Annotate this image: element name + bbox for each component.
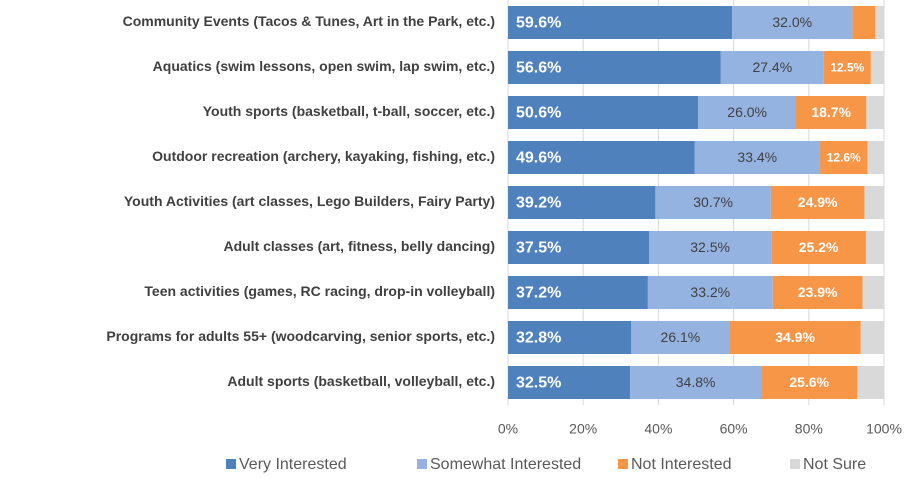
bar-segment bbox=[771, 231, 866, 264]
bar-segment bbox=[875, 6, 884, 39]
legend-swatch bbox=[790, 459, 800, 469]
data-label: 56.6% bbox=[516, 60, 561, 77]
data-label: 34.9% bbox=[775, 329, 815, 345]
bar-segment bbox=[796, 96, 867, 129]
bar-segment bbox=[857, 366, 884, 399]
data-label: 32.5% bbox=[690, 239, 730, 255]
data-label: 39.2% bbox=[516, 195, 561, 212]
x-tick-label: 100% bbox=[866, 421, 902, 437]
data-label: 37.5% bbox=[516, 240, 561, 257]
bar-segment bbox=[508, 366, 631, 399]
bar-segment bbox=[761, 366, 858, 399]
category-label: Programs for adults 55+ (woodcarving, se… bbox=[106, 328, 495, 344]
data-label: 25.2% bbox=[799, 239, 839, 255]
bar-segment bbox=[720, 51, 824, 84]
legend-label: Not Sure bbox=[803, 456, 866, 473]
category-label: Community Events (Tacos & Tunes, Art in … bbox=[123, 13, 495, 29]
bar-segment bbox=[508, 321, 632, 354]
bar-segment bbox=[508, 231, 649, 264]
bar-segment bbox=[508, 276, 648, 309]
data-label: 24.9% bbox=[798, 194, 838, 210]
bar-segment bbox=[772, 276, 863, 309]
data-label: 34.8% bbox=[676, 374, 716, 390]
bar-segment bbox=[860, 321, 884, 354]
legend-swatch bbox=[417, 459, 427, 469]
x-tick-label: 0% bbox=[498, 421, 518, 437]
data-label: 26.0% bbox=[727, 104, 767, 120]
bar-segment bbox=[508, 96, 699, 129]
bar-segment bbox=[866, 96, 884, 129]
bar-segment bbox=[862, 276, 884, 309]
data-label: 12.5% bbox=[830, 61, 864, 75]
data-label: 18.7% bbox=[811, 104, 851, 120]
bar-segment bbox=[870, 51, 884, 84]
data-label: 49.6% bbox=[516, 150, 561, 167]
data-label: 32.8% bbox=[516, 330, 561, 347]
legend-swatch bbox=[226, 459, 236, 469]
legend-label: Somewhat Interested bbox=[430, 456, 581, 473]
data-label: 12.6% bbox=[827, 151, 861, 165]
data-label: 23.9% bbox=[798, 284, 838, 300]
x-tick-label: 80% bbox=[795, 421, 823, 437]
data-label: 27.4% bbox=[752, 59, 792, 75]
bar-segment bbox=[732, 6, 853, 39]
x-tick-label: 60% bbox=[720, 421, 748, 437]
data-label: 32.5% bbox=[516, 375, 561, 392]
bar-segment bbox=[631, 321, 730, 354]
data-label: 25.6% bbox=[789, 374, 829, 390]
bar-segment bbox=[508, 186, 656, 219]
legend-label: Not Interested bbox=[631, 456, 732, 473]
bar-segment bbox=[770, 186, 865, 219]
bar-segment bbox=[508, 141, 695, 174]
data-label: 32.0% bbox=[772, 14, 812, 30]
bar-segment bbox=[729, 321, 861, 354]
x-tick-label: 40% bbox=[644, 421, 672, 437]
bar-segment bbox=[698, 96, 797, 129]
legend-swatch bbox=[618, 459, 628, 469]
bar-segment bbox=[647, 276, 773, 309]
bar-segment bbox=[655, 186, 771, 219]
data-label: 50.6% bbox=[516, 105, 561, 122]
legend-label: Very Interested bbox=[239, 456, 347, 473]
bar-segment bbox=[852, 6, 876, 39]
bar-segment bbox=[820, 141, 868, 174]
bar-segment bbox=[508, 6, 733, 39]
category-label: Adult sports (basketball, volleyball, et… bbox=[227, 373, 495, 389]
data-label: 33.2% bbox=[690, 284, 730, 300]
data-label: 59.6% bbox=[516, 15, 561, 32]
data-label: 37.2% bbox=[516, 285, 561, 302]
bar-segment bbox=[630, 366, 762, 399]
data-label: 26.1% bbox=[661, 329, 701, 345]
bar-segment bbox=[867, 141, 884, 174]
bar-segment bbox=[694, 141, 821, 174]
data-label: 30.7% bbox=[693, 194, 733, 210]
bar-segment bbox=[864, 186, 884, 219]
bar-segment bbox=[823, 51, 871, 84]
data-label: 33.4% bbox=[737, 149, 777, 165]
bar-segment bbox=[865, 231, 884, 264]
category-label: Youth Activities (art classes, Lego Buil… bbox=[124, 193, 495, 209]
x-tick-label: 20% bbox=[569, 421, 597, 437]
bar-segment bbox=[649, 231, 772, 264]
category-label: Youth sports (basketball, t-ball, soccer… bbox=[203, 103, 495, 119]
category-label: Adult classes (art, fitness, belly danci… bbox=[223, 238, 495, 254]
category-label: Teen activities (games, RC racing, drop-… bbox=[144, 283, 495, 299]
category-label: Aquatics (swim lessons, open swim, lap s… bbox=[153, 58, 495, 74]
bar-segment bbox=[508, 51, 721, 84]
category-label: Outdoor recreation (archery, kayaking, f… bbox=[152, 148, 495, 164]
